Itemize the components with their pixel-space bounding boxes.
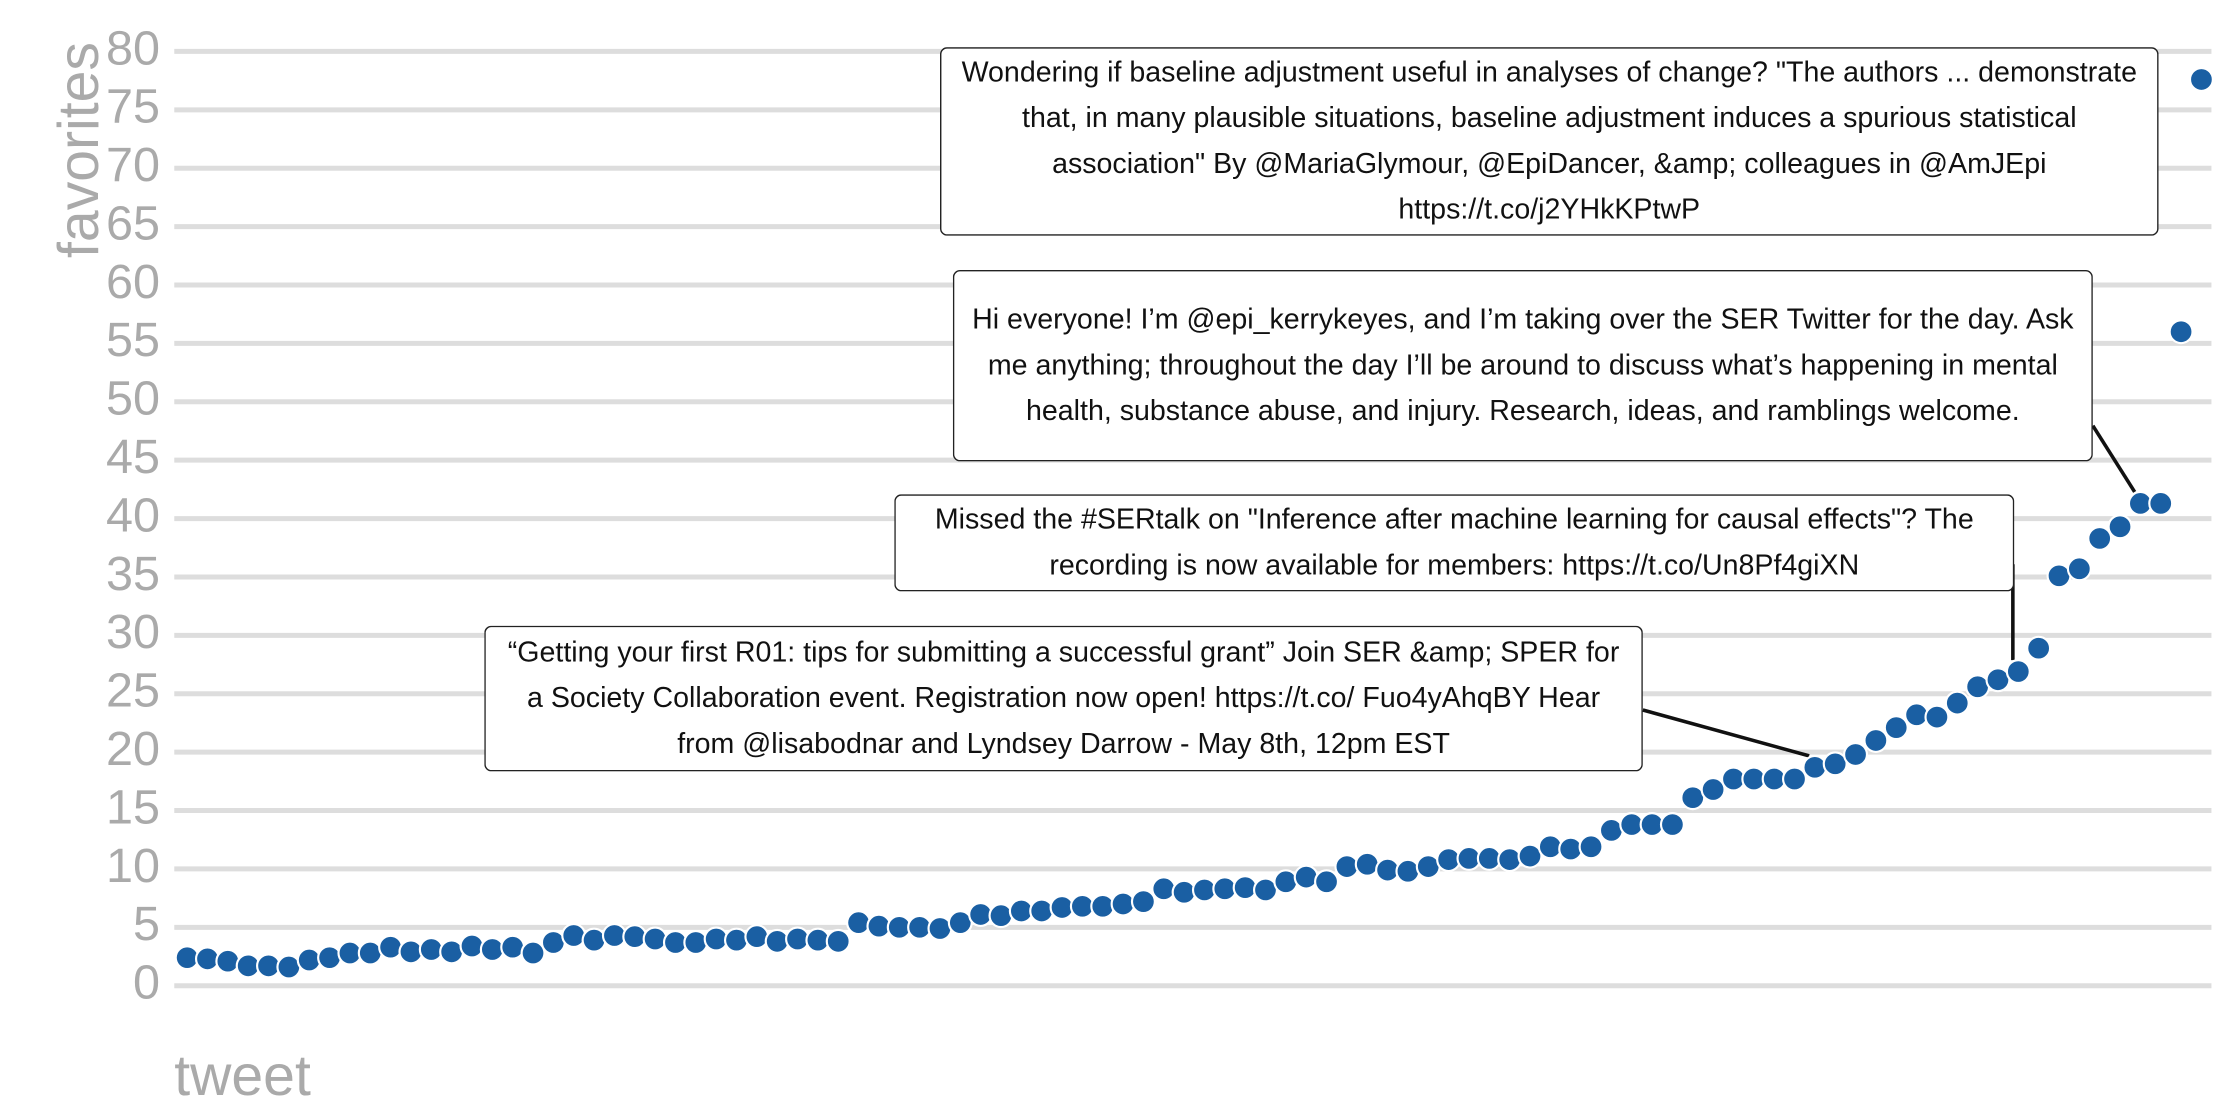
point bbox=[1273, 869, 1299, 895]
point bbox=[378, 934, 404, 960]
point bbox=[1395, 858, 1421, 884]
point bbox=[1802, 754, 1828, 780]
point bbox=[825, 928, 851, 954]
point bbox=[988, 903, 1014, 929]
point bbox=[1354, 851, 1380, 877]
point bbox=[764, 928, 790, 954]
point bbox=[1659, 812, 1685, 838]
point bbox=[418, 937, 444, 963]
point bbox=[194, 946, 220, 972]
point bbox=[2087, 525, 2113, 551]
point bbox=[1782, 766, 1808, 792]
point bbox=[2005, 659, 2031, 685]
point bbox=[622, 924, 648, 950]
point bbox=[2148, 490, 2174, 516]
annotation-box: “Getting your first R01: tips for submit… bbox=[484, 625, 1643, 772]
y-tick-label: 65 bbox=[106, 196, 160, 250]
point bbox=[1334, 854, 1360, 880]
point bbox=[1130, 889, 1156, 915]
point bbox=[1029, 898, 1055, 924]
point bbox=[1883, 715, 1909, 741]
y-tick-label: 10 bbox=[106, 839, 160, 893]
point bbox=[439, 939, 465, 965]
point bbox=[1497, 847, 1523, 873]
y-tick-label: 45 bbox=[106, 430, 160, 484]
point bbox=[2066, 556, 2092, 582]
y-tick-label: 0 bbox=[133, 956, 160, 1010]
point bbox=[2168, 319, 2194, 345]
point bbox=[2107, 514, 2133, 540]
point bbox=[561, 922, 587, 948]
annotation-box: Hi everyone! I’m @epi_kerrykeyes, and I’… bbox=[952, 270, 2093, 462]
point bbox=[479, 937, 505, 963]
point bbox=[2188, 66, 2214, 92]
point bbox=[357, 940, 383, 966]
point bbox=[1558, 836, 1584, 862]
point bbox=[642, 926, 668, 952]
y-tick-label: 70 bbox=[106, 138, 160, 192]
annotation: Missed the #SERtalk on "Inference after … bbox=[894, 494, 2015, 592]
point bbox=[1863, 727, 1889, 753]
point bbox=[1110, 891, 1136, 917]
connector bbox=[2091, 424, 2137, 493]
point bbox=[296, 947, 322, 973]
connector bbox=[1642, 708, 1810, 758]
y-tick-label: 60 bbox=[106, 255, 160, 309]
point bbox=[1843, 741, 1869, 767]
y-tick-label: 15 bbox=[106, 780, 160, 834]
annotation-box: Wondering if baseline adjustment useful … bbox=[940, 47, 2159, 236]
annotation: Wondering if baseline adjustment useful … bbox=[940, 47, 2159, 236]
point bbox=[723, 927, 749, 953]
point bbox=[1904, 702, 1930, 728]
point bbox=[1171, 879, 1197, 905]
annotation: Hi everyone! I’m @epi_kerrykeyes, and I’… bbox=[952, 270, 2093, 462]
point bbox=[1314, 869, 1340, 895]
y-tick-label: 40 bbox=[106, 488, 160, 542]
point bbox=[581, 927, 607, 953]
point bbox=[1232, 875, 1258, 901]
point bbox=[1090, 893, 1116, 919]
point bbox=[1924, 704, 1950, 730]
point bbox=[1822, 751, 1848, 777]
point bbox=[846, 910, 872, 936]
point bbox=[1151, 876, 1177, 902]
point bbox=[1700, 777, 1726, 803]
point bbox=[1578, 834, 1604, 860]
annotation: “Getting your first R01: tips for submit… bbox=[484, 625, 1643, 772]
y-tick-label: 75 bbox=[106, 80, 160, 134]
point bbox=[927, 915, 953, 941]
x-axis-title: tweet bbox=[174, 1044, 311, 1108]
point bbox=[459, 933, 485, 959]
point bbox=[1293, 864, 1319, 890]
point bbox=[317, 945, 343, 971]
y-tick-label: 5 bbox=[133, 897, 160, 951]
point bbox=[215, 948, 241, 974]
y-tick-label: 30 bbox=[106, 605, 160, 659]
y-tick-label: 55 bbox=[106, 313, 160, 367]
point bbox=[1944, 690, 1970, 716]
y-tick-label: 20 bbox=[106, 722, 160, 776]
point bbox=[744, 924, 770, 950]
point bbox=[1537, 834, 1563, 860]
y-axis-title: favorites bbox=[47, 42, 111, 258]
y-tick-label: 50 bbox=[106, 372, 160, 426]
y-tick-label: 35 bbox=[106, 547, 160, 601]
point bbox=[398, 939, 424, 965]
point bbox=[1517, 843, 1543, 869]
y-tick-label: 25 bbox=[106, 664, 160, 718]
point bbox=[520, 940, 546, 966]
point bbox=[2026, 635, 2052, 661]
point bbox=[683, 930, 709, 956]
y-tick-label: 80 bbox=[106, 21, 160, 75]
point bbox=[1598, 817, 1624, 843]
point bbox=[500, 934, 526, 960]
annotation-box: Missed the #SERtalk on "Inference after … bbox=[894, 494, 2015, 592]
